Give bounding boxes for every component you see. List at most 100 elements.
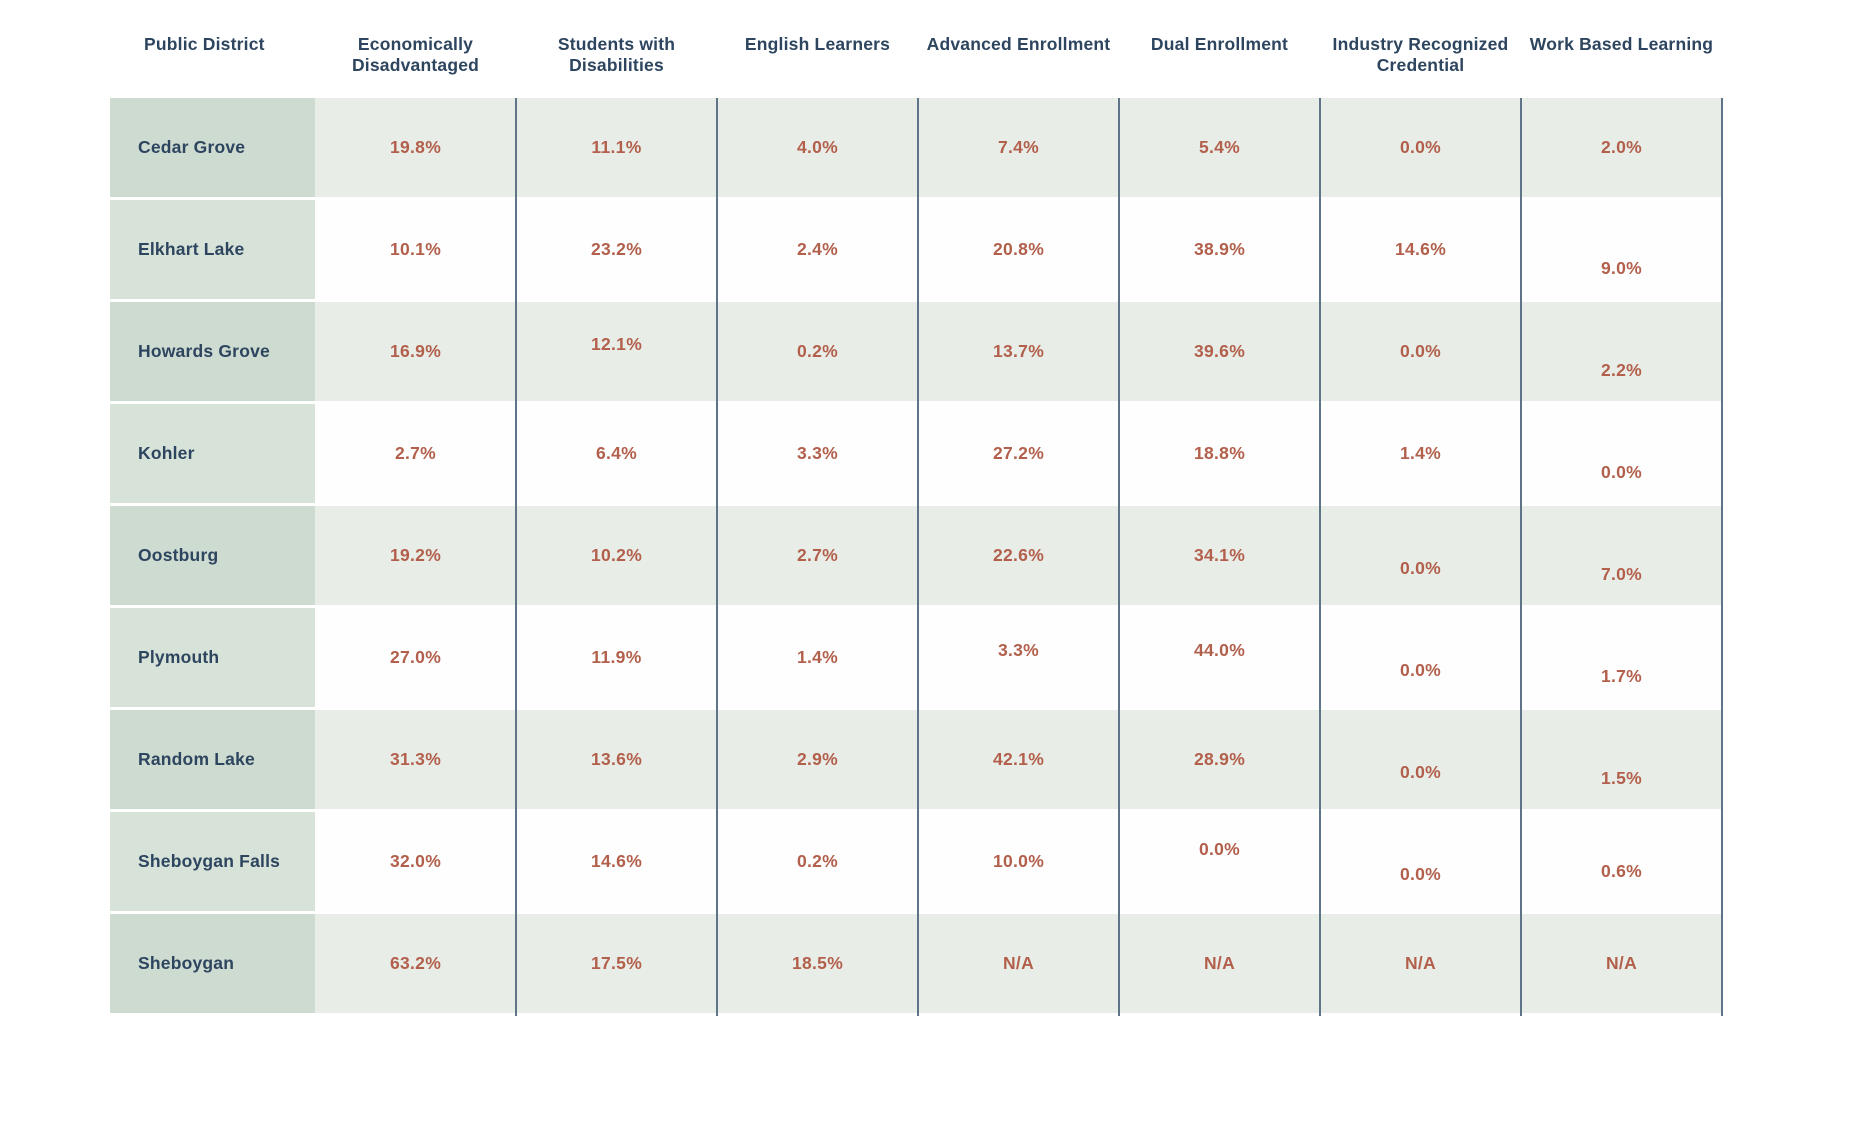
value-text: 0.0%: [1600, 462, 1643, 482]
value-text: 13.7%: [992, 341, 1045, 361]
district-name-cell: Elkhart Lake: [110, 200, 315, 299]
header-row: Public District Economically Disadvantage…: [110, 34, 1722, 98]
column-header: Industry Recognized Credential: [1332, 34, 1509, 76]
value-cell: 23.2%: [516, 200, 717, 299]
value-text: 12.1%: [590, 334, 643, 354]
value-cell: 0.6%: [1521, 812, 1722, 911]
value-text: 9.0%: [1600, 258, 1643, 278]
value-text: 0.6%: [1600, 861, 1643, 881]
value-cell: 0.2%: [717, 302, 918, 401]
column-header: Dual Enrollment: [1150, 34, 1289, 54]
value-cell: 0.0%: [1320, 302, 1521, 401]
value-cell: 27.0%: [315, 608, 516, 707]
table-row: Kohler 2.7% 6.4% 3.3% 27.2% 18.8% 1.4% 0.0%: [110, 404, 1722, 503]
value-text: 2.9%: [796, 749, 839, 769]
value-text: 13.6%: [590, 749, 643, 769]
value-cell: 0.0%: [1320, 608, 1521, 707]
value-cell: 0.2%: [717, 812, 918, 911]
value-cell: N/A: [1320, 914, 1521, 1013]
value-cell: 10.1%: [315, 200, 516, 299]
value-cell: 7.0%: [1521, 506, 1722, 605]
district-name-cell: Plymouth: [110, 608, 315, 707]
value-text: 0.0%: [1399, 558, 1442, 578]
value-text: 6.4%: [595, 443, 638, 463]
column-divider: [1319, 98, 1321, 1016]
district-name-cell: Random Lake: [110, 710, 315, 809]
value-cell: 2.4%: [717, 200, 918, 299]
value-text: 32.0%: [389, 851, 442, 871]
value-text: 22.6%: [992, 545, 1045, 565]
value-text: 23.2%: [590, 239, 643, 259]
value-text: 2.2%: [1600, 360, 1643, 380]
column-header: Economically Disadvantaged: [351, 34, 480, 76]
column-divider: [1721, 98, 1723, 1016]
value-text: 28.9%: [1193, 749, 1246, 769]
value-cell: 42.1%: [918, 710, 1119, 809]
value-text: 2.4%: [796, 239, 839, 259]
table-row: Sheboygan Falls 32.0% 14.6% 0.2% 10.0% 0.0% 0.…: [110, 812, 1722, 911]
value-text: 0.2%: [796, 851, 839, 871]
value-text: 1.5%: [1600, 768, 1643, 788]
district-name-cell: Howards Grove: [110, 302, 315, 401]
value-text: 31.3%: [389, 749, 442, 769]
table-row: Random Lake 31.3% 13.6% 2.9% 42.1% 28.9% 0.0% 1…: [110, 710, 1722, 809]
value-text: 10.2%: [590, 545, 643, 565]
value-cell: 16.9%: [315, 302, 516, 401]
value-text: 11.1%: [591, 137, 642, 157]
value-text: 3.3%: [997, 640, 1040, 660]
value-text: 3.3%: [796, 443, 839, 463]
district-name-cell: Sheboygan Falls: [110, 812, 315, 911]
district-name-cell: Oostburg: [110, 506, 315, 605]
table-row: Sheboygan 63.2% 17.5% 18.5% N/A N/A N/A N/A: [110, 914, 1722, 1013]
value-cell: 14.6%: [1320, 200, 1521, 299]
value-cell: 19.8%: [315, 98, 516, 197]
value-text: 0.0%: [1399, 341, 1442, 361]
value-cell: 10.0%: [918, 812, 1119, 911]
value-text: N/A: [1404, 953, 1437, 973]
column-divider: [917, 98, 919, 1016]
value-text: 2.7%: [796, 545, 839, 565]
column-header: Advanced Enrollment: [926, 34, 1111, 54]
value-text: 0.0%: [1198, 839, 1241, 859]
table-body: Cedar Grove 19.8% 11.1% 4.0% 7.4% 5.4% 0.0% 2.0…: [110, 98, 1722, 1013]
value-cell: N/A: [1521, 914, 1722, 1013]
value-cell: 12.1%: [516, 302, 717, 401]
value-text: 19.2%: [389, 545, 442, 565]
value-text: 34.1%: [1193, 545, 1246, 565]
value-text: 1.4%: [1399, 443, 1442, 463]
value-cell: 14.6%: [516, 812, 717, 911]
column-divider: [716, 98, 718, 1016]
value-text: 7.0%: [1600, 564, 1643, 584]
value-cell: 38.9%: [1119, 200, 1320, 299]
value-cell: 28.9%: [1119, 710, 1320, 809]
value-cell: 0.0%: [1119, 812, 1320, 911]
value-text: 0.0%: [1399, 864, 1442, 884]
value-text: 20.8%: [992, 239, 1045, 259]
value-cell: 4.0%: [717, 98, 918, 197]
value-text: 42.1%: [992, 749, 1045, 769]
value-text: 4.0%: [796, 137, 839, 157]
column-divider: [1118, 98, 1120, 1016]
value-cell: N/A: [1119, 914, 1320, 1013]
value-text: 11.9%: [591, 647, 642, 667]
district-name-cell: Kohler: [110, 404, 315, 503]
value-cell: 17.5%: [516, 914, 717, 1013]
value-text: 27.0%: [389, 647, 442, 667]
value-text: N/A: [1605, 953, 1638, 973]
value-text: 14.6%: [1394, 239, 1447, 259]
value-cell: 20.8%: [918, 200, 1119, 299]
value-text: 19.8%: [389, 137, 442, 157]
value-cell: 63.2%: [315, 914, 516, 1013]
value-cell: 2.0%: [1521, 98, 1722, 197]
value-cell: 0.0%: [1320, 506, 1521, 605]
district-name-cell: Cedar Grove: [110, 98, 315, 197]
value-text: 2.7%: [394, 443, 437, 463]
value-cell: 11.1%: [516, 98, 717, 197]
column-header: Students with Disabilities: [557, 34, 676, 76]
value-text: 10.0%: [992, 851, 1045, 871]
column-header: Work Based Learning: [1529, 34, 1714, 54]
value-text: 39.6%: [1193, 341, 1246, 361]
value-cell: 1.7%: [1521, 608, 1722, 707]
value-cell: 27.2%: [918, 404, 1119, 503]
